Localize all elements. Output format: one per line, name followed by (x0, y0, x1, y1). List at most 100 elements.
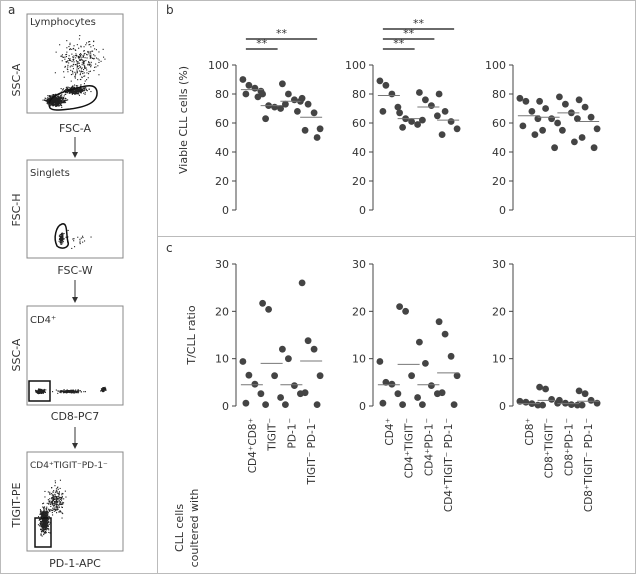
flow-event (38, 388, 40, 390)
flow-event (53, 496, 55, 498)
row-c-ylabel: T/CLL ratio (185, 305, 198, 365)
flow-event (65, 236, 67, 238)
flow-event (46, 519, 48, 521)
flow-event (51, 501, 53, 503)
flow-event (51, 487, 53, 489)
data-point (313, 401, 321, 408)
y-tick-label: 0 (499, 204, 506, 217)
flow-event (73, 47, 75, 49)
data-point (578, 401, 586, 409)
flow-event (52, 502, 54, 504)
flow-event (44, 527, 46, 529)
data-point (291, 96, 298, 104)
data-point (408, 372, 415, 380)
flow-xlabel: CD8-PC7 (51, 410, 99, 423)
flow-event (60, 237, 62, 239)
flow-event (46, 99, 48, 101)
data-point (428, 382, 435, 389)
flow-event (102, 389, 104, 391)
data-point (522, 97, 530, 105)
flow-event (46, 514, 48, 516)
flow-event (47, 525, 49, 527)
data-point (416, 89, 423, 96)
flow-event (59, 103, 61, 105)
flow-event (72, 68, 74, 70)
flow-event (73, 392, 75, 394)
flow-event (56, 97, 58, 99)
flow-event (54, 98, 56, 100)
flow-event (80, 237, 82, 239)
flow-event (83, 54, 85, 56)
flow-event (83, 83, 85, 85)
flow-event (83, 88, 85, 90)
flow-event (53, 507, 55, 509)
flow-event (90, 236, 92, 238)
flow-event (85, 44, 87, 46)
flow-event (63, 102, 65, 104)
flow-event (88, 62, 90, 64)
flow-event (70, 87, 72, 89)
flow-event (65, 89, 67, 91)
flow-event (41, 390, 43, 392)
flow-event (57, 98, 59, 100)
data-point (528, 108, 536, 115)
flow-event (80, 45, 82, 47)
flow-event (61, 501, 63, 503)
flow-event (39, 519, 41, 521)
y-tick-label: 0 (359, 204, 366, 217)
flow-event (40, 391, 42, 393)
flow-event (66, 99, 68, 101)
flow-event (40, 510, 42, 512)
flow-event (80, 70, 82, 72)
flow-event (55, 498, 57, 500)
flow-event (79, 55, 81, 57)
flow-event (53, 99, 55, 101)
flow-event (66, 389, 68, 391)
data-point (574, 115, 581, 123)
flow-event (53, 94, 55, 96)
flow-event (43, 516, 45, 518)
x-category-label: CD4⁺PD-1⁻ (423, 418, 435, 476)
y-tick-label: 30 (215, 258, 229, 271)
flow-event (42, 526, 44, 528)
flow-event (45, 508, 47, 510)
flow-event (69, 44, 71, 46)
flow-event (54, 485, 56, 487)
flow-event (43, 512, 45, 514)
flow-event (48, 515, 50, 517)
flow-event (61, 105, 63, 107)
flow-event (102, 391, 104, 393)
flow-event (52, 498, 54, 500)
flow-event (74, 390, 76, 392)
flow-event (55, 102, 57, 104)
data-point (257, 390, 265, 398)
flow-event (43, 508, 45, 510)
flow-event (72, 390, 74, 392)
chart-c2: 0 10 20 30 CD4⁺ CD4⁺TIGIT⁻ CD4⁺PD-1⁻ CD4⁺TIGIT⁻… (352, 258, 461, 512)
flow-event (53, 490, 55, 492)
flow-event (56, 99, 58, 101)
flow-event (55, 97, 57, 99)
flow-event (56, 512, 58, 514)
data-point (438, 131, 446, 139)
flow-event (62, 232, 64, 234)
flow-event (42, 516, 44, 518)
flow-event (84, 93, 86, 95)
flow-event (58, 95, 60, 97)
flow-event (52, 494, 54, 496)
flow-event (48, 99, 50, 101)
flow-event (62, 235, 64, 237)
y-tick-label: 20 (215, 305, 229, 318)
data-point (396, 303, 403, 310)
flow-event (42, 514, 44, 516)
flow-event (59, 479, 61, 481)
flow-event (82, 56, 84, 58)
flow-event (74, 89, 76, 91)
flow-event (71, 87, 73, 89)
flow-event (44, 532, 46, 534)
flow-event (47, 518, 49, 520)
flow-event (74, 77, 76, 79)
data-point (562, 100, 569, 108)
flow-event (61, 106, 63, 108)
